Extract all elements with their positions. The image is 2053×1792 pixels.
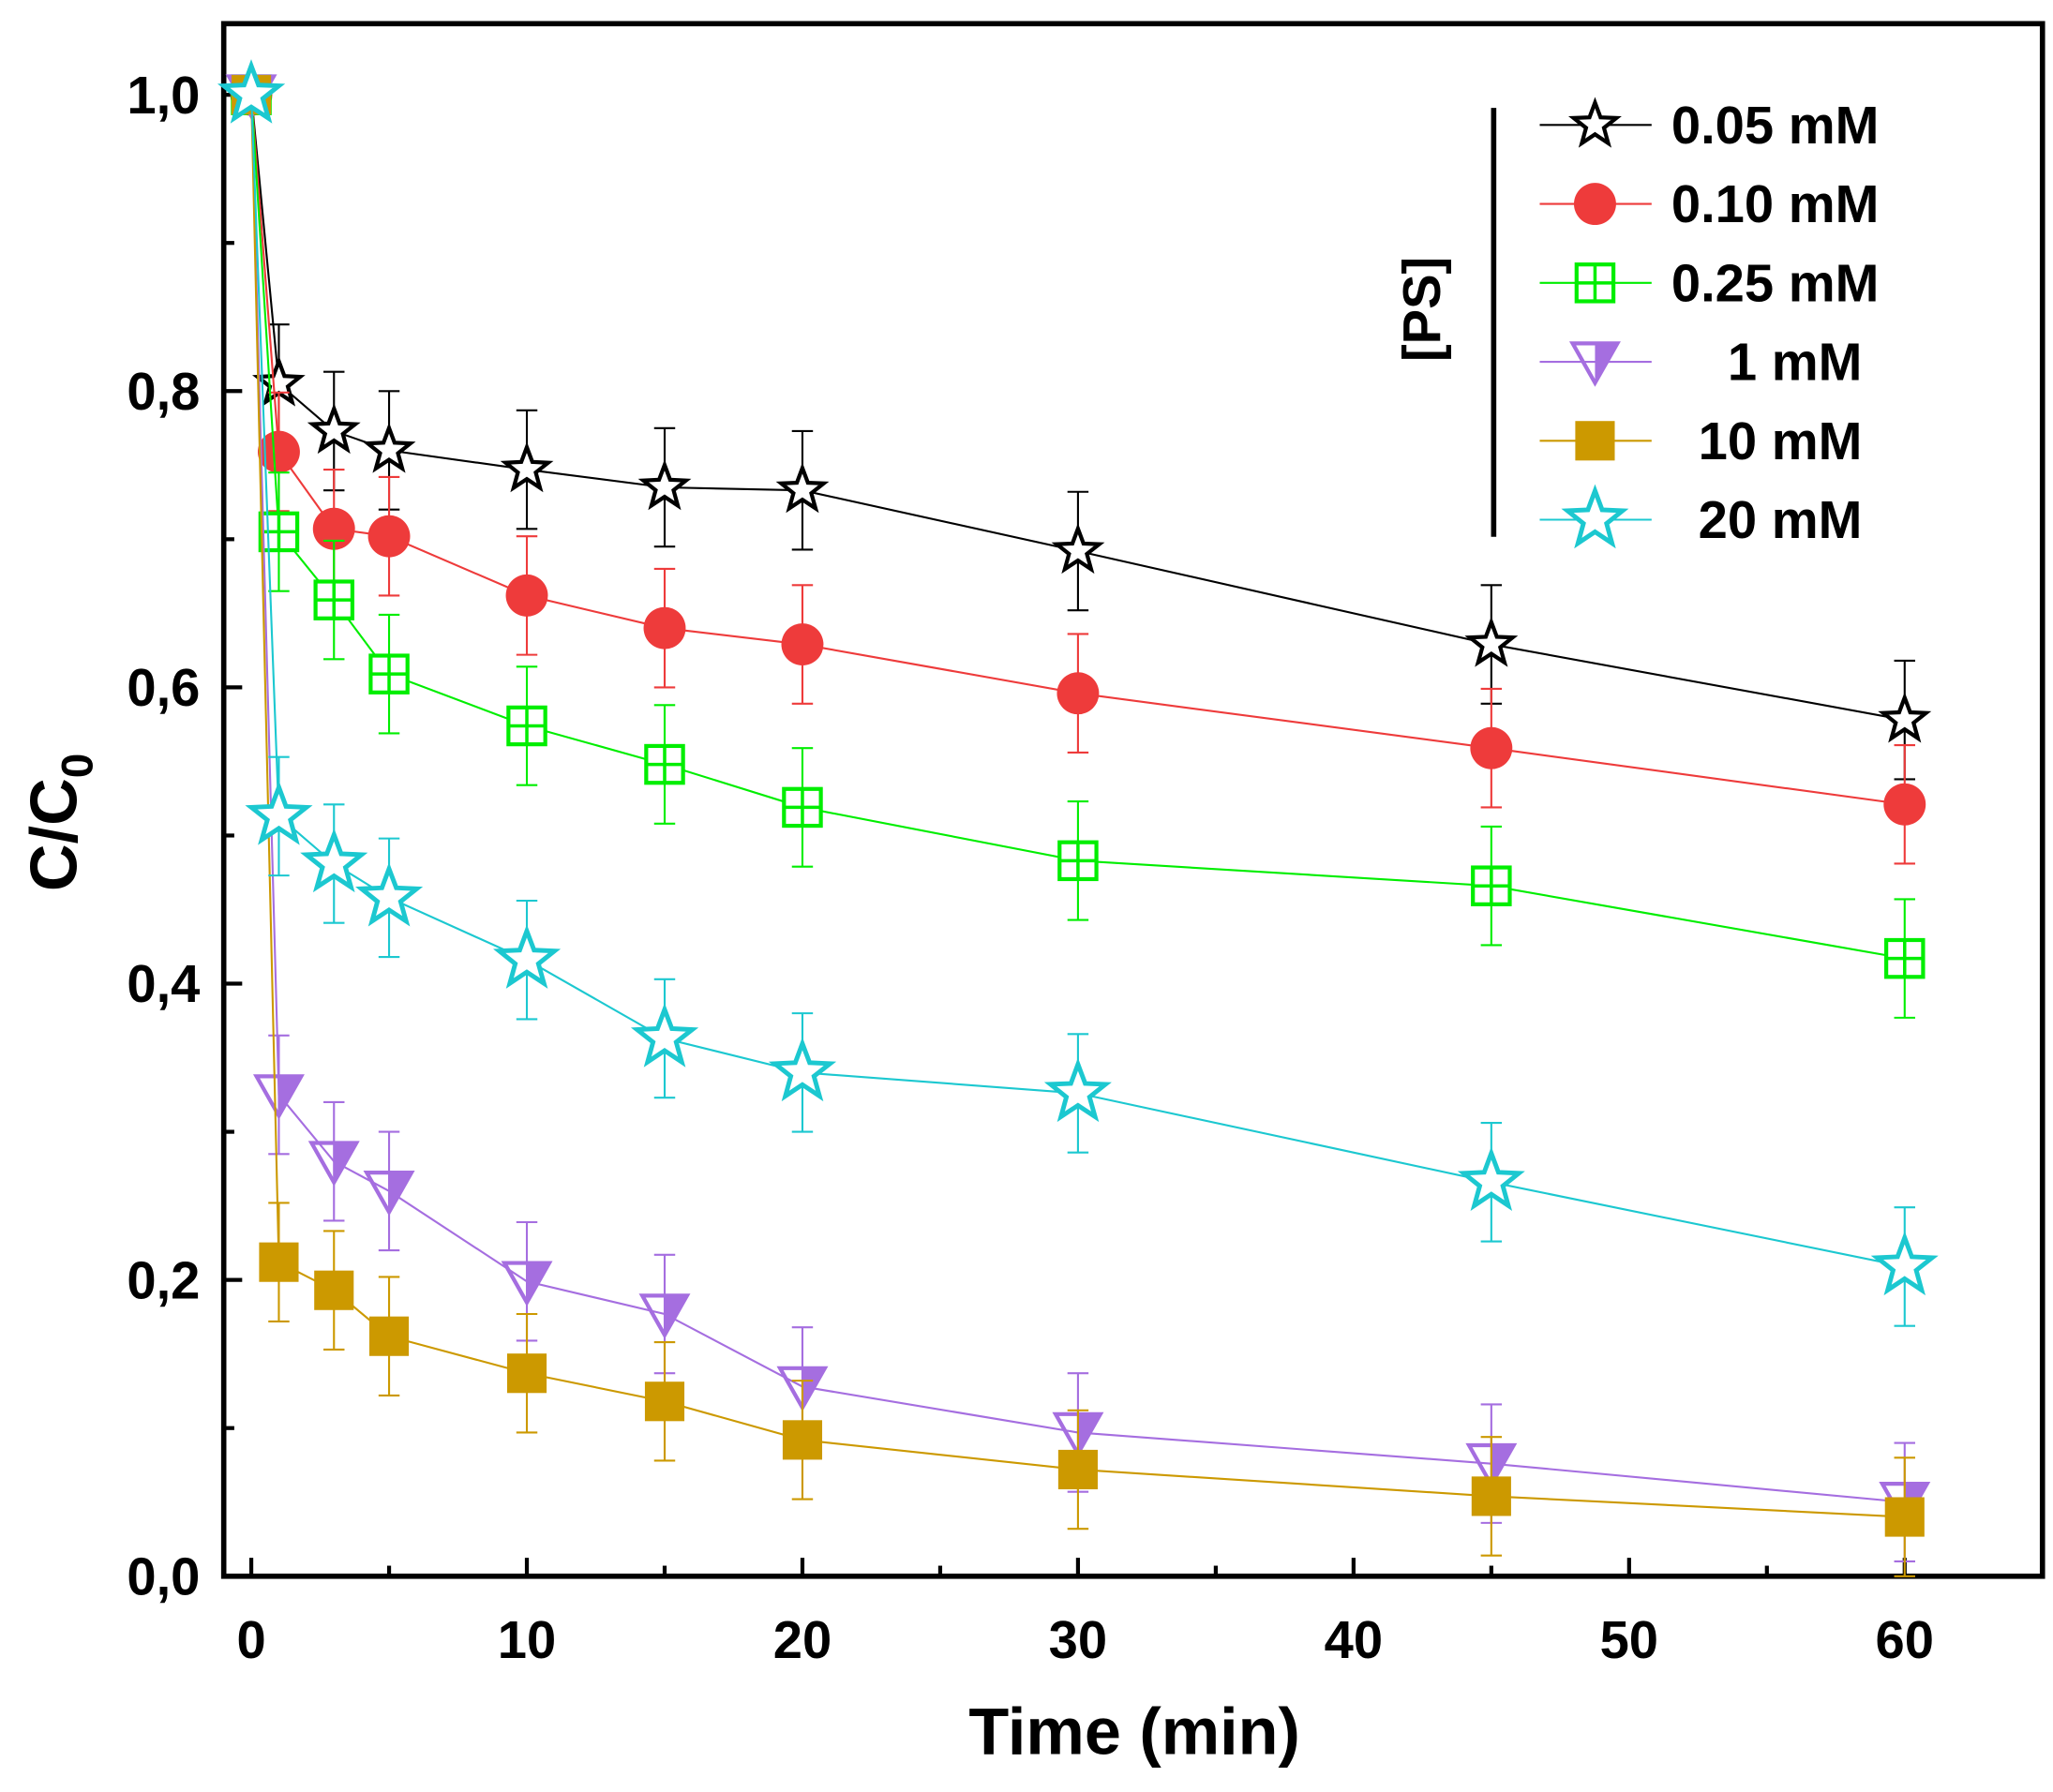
triangle-marker — [307, 1141, 360, 1187]
star-marker — [300, 828, 368, 893]
triangle-marker — [501, 1261, 553, 1307]
square-marker — [644, 1381, 685, 1422]
y-tick-label: 0,4 — [127, 954, 200, 1013]
x-axis-label: Time (min) — [968, 1694, 1300, 1768]
square-cross — [1473, 867, 1510, 904]
star-marker — [362, 422, 416, 473]
square-marker — [782, 1420, 823, 1460]
legend-label: 0.25 mM — [1671, 253, 1880, 312]
square-marker — [259, 1242, 299, 1282]
y-tick-label: 0,6 — [127, 658, 200, 717]
legend-label: 1 mM — [1728, 333, 1863, 392]
x-tick-label: 20 — [773, 1610, 832, 1669]
y-tick-label: 0,0 — [127, 1546, 200, 1605]
triangle-marker — [252, 1074, 305, 1120]
circle-marker — [1883, 783, 1926, 826]
star-marker — [307, 402, 361, 455]
star-marker — [1878, 692, 1932, 743]
series-line — [250, 95, 1905, 806]
y-tick-label: 1,0 — [127, 66, 200, 125]
star-marker — [245, 781, 313, 845]
star-marker — [775, 462, 830, 514]
circle-marker — [1056, 672, 1100, 715]
square-marker — [1471, 1476, 1511, 1516]
x-tick-label: 40 — [1325, 1610, 1383, 1669]
star-marker — [768, 1037, 837, 1102]
star-marker — [217, 59, 286, 124]
square-marker — [506, 1353, 547, 1394]
circle-marker — [1573, 183, 1616, 226]
circle-marker — [1470, 726, 1513, 769]
square-cross — [508, 707, 546, 745]
triangle-marker — [638, 1293, 691, 1339]
circle-marker — [367, 515, 411, 558]
triangle-marker — [1568, 341, 1621, 387]
plot-frame — [220, 21, 2046, 1579]
series-line — [250, 95, 1905, 960]
star-marker — [637, 459, 692, 511]
square-cross — [1886, 939, 1924, 978]
star-marker — [493, 924, 562, 989]
series-line — [250, 95, 1905, 722]
square-cross — [646, 745, 683, 784]
square-cross — [315, 581, 352, 619]
square-cross — [1059, 842, 1097, 879]
square-cross — [1576, 264, 1614, 302]
y-axis-label: C/C0 — [16, 754, 102, 891]
x-tick-label: 0 — [236, 1610, 265, 1669]
circle-marker — [781, 623, 824, 666]
square-marker — [1057, 1449, 1098, 1490]
square-cross — [370, 655, 408, 693]
y-tick-label: 0,8 — [127, 362, 200, 421]
legend-label: 0.10 mM — [1671, 174, 1880, 233]
star-marker — [1870, 1231, 1939, 1296]
star-marker — [500, 441, 554, 493]
legend-entry: 0.05 mM — [1539, 96, 1879, 155]
legend-entry: 1 mM — [1539, 333, 1862, 392]
legend-entry: 20 mM — [1539, 484, 1863, 549]
circle-marker — [505, 574, 548, 617]
legend-label: 10 mM — [1699, 411, 1863, 470]
x-tick-label: 50 — [1600, 1610, 1658, 1669]
series-20-mM — [217, 59, 1939, 1327]
legend-label: 0.05 mM — [1671, 96, 1880, 155]
legend-title: [PS] — [1392, 257, 1451, 362]
circle-marker — [643, 606, 686, 650]
series-line — [250, 95, 1905, 1268]
series-line — [250, 95, 1905, 1503]
triangle-marker — [776, 1366, 829, 1412]
circle-marker — [312, 507, 355, 550]
square-cross — [784, 788, 821, 827]
star-marker — [630, 1003, 699, 1068]
star-marker — [1043, 1057, 1112, 1123]
star-marker — [1464, 616, 1519, 667]
star-marker — [1561, 484, 1629, 549]
legend-entry: 0.25 mM — [1539, 253, 1879, 312]
legend-entry: 0.10 mM — [1539, 174, 1879, 233]
series-line — [250, 95, 1905, 1518]
legend-entry: 10 mM — [1539, 411, 1862, 470]
triangle-marker — [363, 1171, 415, 1217]
star-marker — [1567, 97, 1622, 148]
circle-marker — [258, 430, 300, 473]
x-tick-label: 30 — [1049, 1610, 1107, 1669]
x-tick-label: 60 — [1876, 1610, 1934, 1669]
x-tick-label: 10 — [498, 1610, 556, 1669]
star-marker — [355, 861, 424, 927]
star-marker — [1457, 1146, 1525, 1212]
square-cross — [260, 513, 298, 551]
square-marker — [1575, 421, 1615, 461]
square-marker — [368, 1316, 410, 1356]
legend-label: 20 mM — [1699, 490, 1863, 549]
y-tick-label: 0,2 — [127, 1250, 200, 1309]
square-marker — [1884, 1497, 1925, 1537]
square-marker — [314, 1270, 354, 1310]
star-marker — [1051, 523, 1105, 575]
